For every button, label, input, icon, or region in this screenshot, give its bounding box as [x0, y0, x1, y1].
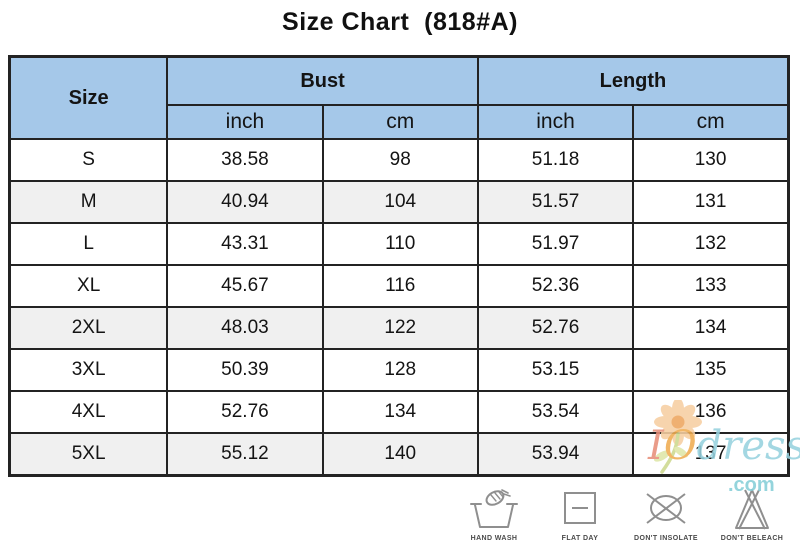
table-cell-bust-cm: 98 — [321, 138, 479, 182]
flat-dry-icon — [564, 492, 596, 524]
table-row: 5XL 55.12 140 53.94 137 — [8, 432, 790, 476]
table-cell-bust-inch: 52.76 — [166, 390, 324, 434]
header-bust-cm: cm — [321, 104, 479, 140]
table-cell-size: 4XL — [8, 390, 169, 434]
header-unit-row: inch cm inch cm — [10, 104, 790, 140]
table-row: 4XL 52.76 134 53.54 136 — [8, 390, 790, 434]
table-cell-length-cm: 134 — [632, 306, 790, 350]
table-cell-bust-inch: 48.03 — [166, 306, 324, 350]
table-cell-bust-inch: 55.12 — [166, 432, 324, 476]
table-cell-length-inch: 53.15 — [476, 348, 635, 392]
care-item-hand-wash: HAND WASH — [452, 486, 536, 542]
size-chart-table: Size Bust Length inch cm inch cm S 38.58… — [8, 55, 790, 477]
table-cell-size: L — [8, 222, 169, 266]
table-row: XL 45.67 116 52.36 133 — [8, 264, 790, 308]
table-cell-bust-cm: 128 — [321, 348, 479, 392]
table-cell-size: 2XL — [8, 306, 169, 350]
table-cell-size: XL — [8, 264, 169, 308]
header-length-cm: cm — [632, 104, 790, 140]
table-cell-length-cm: 136 — [632, 390, 790, 434]
table-cell-bust-inch: 38.58 — [166, 138, 324, 182]
table-row: L 43.31 110 51.97 132 — [8, 222, 790, 266]
table-cell-bust-cm: 134 — [321, 390, 479, 434]
table-cell-bust-inch: 50.39 — [166, 348, 324, 392]
table-cell-length-inch: 52.36 — [476, 264, 635, 308]
table-cell-length-cm: 131 — [632, 180, 790, 224]
table-cell-length-cm: 137 — [632, 432, 790, 476]
table-cell-bust-cm: 110 — [321, 222, 479, 266]
care-instructions-strip: HAND WASH FLAT DAY DON'T INSOLATE D — [452, 486, 794, 546]
header-bust-inch: inch — [166, 104, 324, 140]
table-cell-length-inch: 53.54 — [476, 390, 635, 434]
header-length: Length — [476, 55, 790, 106]
table-cell-length-cm: 130 — [632, 138, 790, 182]
table-cell-size: 3XL — [8, 348, 169, 392]
dont-insolate-icon — [646, 493, 686, 524]
table-cell-length-inch: 52.76 — [476, 306, 635, 350]
table-cell-length-cm: 135 — [632, 348, 790, 392]
table-cell-length-inch: 51.97 — [476, 222, 635, 266]
table-cell-length-inch: 53.94 — [476, 432, 635, 476]
size-table-body: S 38.58 98 51.18 130 M 40.94 104 51.57 1… — [8, 138, 790, 476]
header-group-row: Size Bust Length — [8, 55, 790, 140]
care-item-dont-insolate: DON'T INSOLATE — [624, 486, 708, 542]
header-size: Size — [8, 55, 169, 140]
table-row: M 40.94 104 51.57 131 — [8, 180, 790, 224]
dont-bleach-icon — [735, 489, 769, 530]
table-cell-bust-inch: 45.67 — [166, 264, 324, 308]
care-label-dont-bleach: DON'T BELEACH — [720, 535, 784, 542]
size-table-header: Size Bust Length inch cm inch cm — [8, 55, 790, 140]
table-row: 2XL 48.03 122 52.76 134 — [8, 306, 790, 350]
care-label-flat-dry: FLAT DAY — [561, 535, 599, 542]
hand-wash-icon — [470, 489, 518, 528]
page-title: Size Chart (818#A) — [282, 8, 518, 36]
care-label-dont-insolate: DON'T INSOLATE — [634, 535, 698, 542]
table-cell-length-inch: 51.57 — [476, 180, 635, 224]
care-label-hand-wash: HAND WASH — [470, 535, 518, 542]
header-bust: Bust — [166, 55, 479, 106]
care-item-dont-bleach: DON'T BELEACH — [710, 486, 794, 542]
table-cell-length-cm: 133 — [632, 264, 790, 308]
table-cell-size: S — [8, 138, 169, 182]
table-row: 3XL 50.39 128 53.15 135 — [8, 348, 790, 392]
header-length-inch: inch — [476, 104, 635, 140]
table-cell-length-inch: 51.18 — [476, 138, 635, 182]
table-cell-bust-cm: 140 — [321, 432, 479, 476]
table-cell-bust-inch: 43.31 — [166, 222, 324, 266]
table-cell-size: 5XL — [8, 432, 169, 476]
table-cell-bust-inch: 40.94 — [166, 180, 324, 224]
table-cell-size: M — [8, 180, 169, 224]
table-cell-bust-cm: 104 — [321, 180, 479, 224]
table-row: S 38.58 98 51.18 130 — [8, 138, 790, 182]
table-cell-bust-cm: 116 — [321, 264, 479, 308]
table-cell-length-cm: 132 — [632, 222, 790, 266]
table-cell-bust-cm: 122 — [321, 306, 479, 350]
care-item-flat-dry: FLAT DAY — [538, 486, 622, 542]
